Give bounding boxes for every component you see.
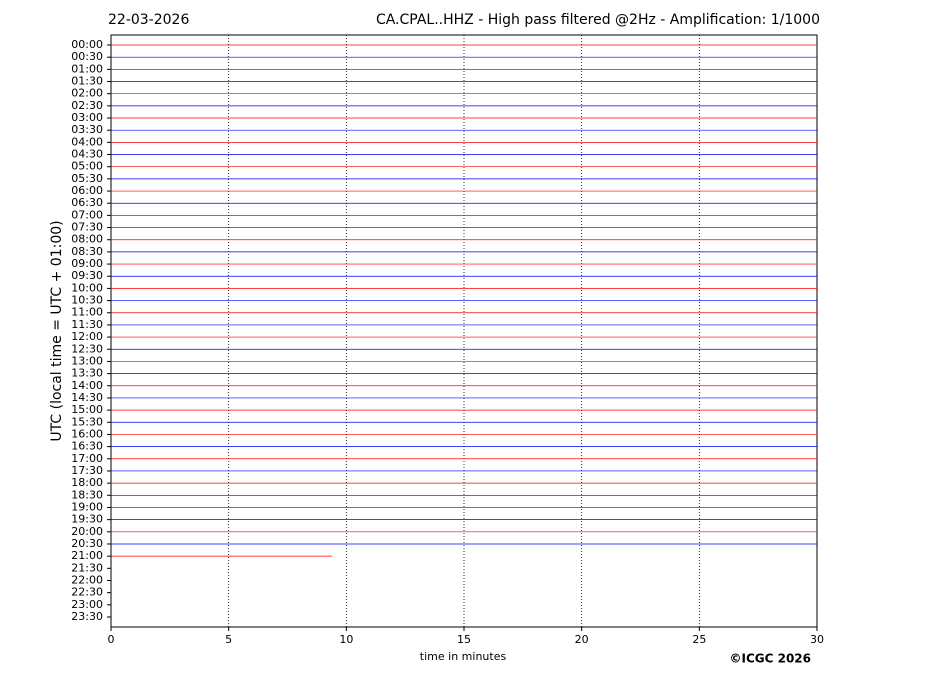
x-tick-label: 5 — [225, 633, 232, 646]
y-tick-label: 14:30 — [71, 391, 103, 404]
y-tick-label: 16:30 — [71, 440, 103, 453]
y-tick-label: 09:00 — [71, 257, 103, 270]
y-tick-label: 19:00 — [71, 500, 103, 513]
y-tick-label: 05:30 — [71, 172, 103, 185]
chart-title: CA.CPAL..HHZ - High pass filtered @2Hz -… — [376, 12, 820, 28]
y-tick-label: 07:00 — [71, 208, 103, 221]
y-tick-label: 15:30 — [71, 415, 103, 428]
y-tick-label: 20:30 — [71, 537, 103, 550]
y-axis-label: UTC (local time = UTC + 01:00) — [49, 220, 65, 441]
plot-frame — [110, 34, 818, 628]
y-tick-label: 16:00 — [71, 427, 103, 440]
x-tick-label: 15 — [457, 633, 471, 646]
y-tick-label: 02:00 — [71, 87, 103, 100]
y-tick-label: 01:00 — [71, 62, 103, 75]
y-tick-label: 10:00 — [71, 281, 103, 294]
y-tick-label: 00:00 — [71, 38, 103, 51]
y-tick-label: 01:30 — [71, 75, 103, 88]
y-tick-label: 03:00 — [71, 111, 103, 124]
y-tick-label: 04:00 — [71, 135, 103, 148]
y-tick-label: 05:00 — [71, 160, 103, 173]
copyright: ©ICGC 2026 — [729, 652, 811, 666]
y-tick-label: 12:00 — [71, 330, 103, 343]
chart-date: 22-03-2026 — [108, 12, 189, 28]
y-tick-label: 20:00 — [71, 525, 103, 538]
y-tick-label: 13:00 — [71, 354, 103, 367]
x-axis-label: time in minutes — [420, 650, 507, 663]
y-tick-label: 03:30 — [71, 123, 103, 136]
x-tick-label: 0 — [108, 633, 115, 646]
y-tick-label: 13:30 — [71, 367, 103, 380]
y-tick-label: 14:00 — [71, 379, 103, 392]
y-tick-label: 22:00 — [71, 573, 103, 586]
y-tick-label: 11:00 — [71, 306, 103, 319]
y-tick-label: 10:30 — [71, 294, 103, 307]
y-tick-label: 06:00 — [71, 184, 103, 197]
y-tick-label: 06:30 — [71, 196, 103, 209]
y-tick-label: 23:00 — [71, 598, 103, 611]
y-tick-label: 21:00 — [71, 549, 103, 562]
y-tick-label: 17:30 — [71, 464, 103, 477]
y-tick-label: 15:00 — [71, 403, 103, 416]
y-tick-label: 18:00 — [71, 476, 103, 489]
y-tick-label: 21:30 — [71, 561, 103, 574]
y-tick-label: 08:30 — [71, 245, 103, 258]
x-tick-label: 30 — [810, 633, 824, 646]
x-tick-label: 25 — [692, 633, 706, 646]
y-tick-label: 02:30 — [71, 99, 103, 112]
y-tick-label: 00:30 — [71, 50, 103, 63]
y-tick-label: 12:30 — [71, 342, 103, 355]
y-tick-label: 19:30 — [71, 513, 103, 526]
y-tick-label: 09:30 — [71, 269, 103, 282]
y-tick-label: 04:30 — [71, 148, 103, 161]
y-tick-label: 23:30 — [71, 610, 103, 623]
y-tick-label: 08:00 — [71, 233, 103, 246]
y-tick-label: 11:30 — [71, 318, 103, 331]
x-tick-label: 10 — [339, 633, 353, 646]
y-tick-label: 07:30 — [71, 221, 103, 234]
y-tick-label: 22:30 — [71, 586, 103, 599]
y-tick-label: 18:30 — [71, 488, 103, 501]
x-tick-label: 20 — [575, 633, 589, 646]
y-tick-label: 17:00 — [71, 452, 103, 465]
